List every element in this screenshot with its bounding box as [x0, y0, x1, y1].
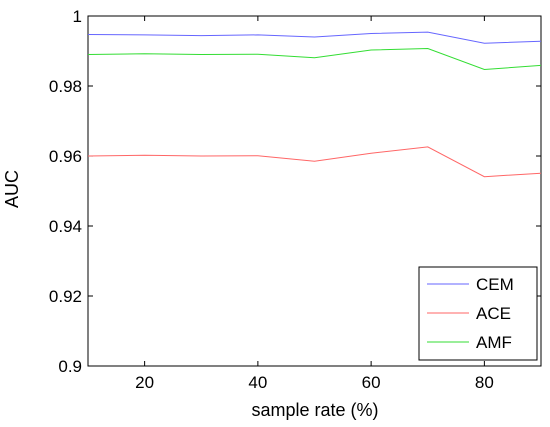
y-tick-label-5: 1 [73, 7, 82, 26]
legend-label-cem: CEM [476, 275, 514, 294]
y-axis-label: AUC [2, 170, 22, 208]
x-tick-label-80: 80 [475, 373, 494, 392]
tick-marks [88, 15, 541, 367]
series-lines [87, 31, 542, 178]
series-line-amf [87, 47, 542, 71]
legend-label-amf: AMF [476, 333, 512, 352]
y-tick-label-2: 0.94 [49, 217, 82, 236]
x-tick-label-60: 60 [362, 373, 381, 392]
x-tick-label-40: 40 [248, 373, 267, 392]
y-tick-label-1: 0.92 [49, 287, 82, 306]
y-tick-label-4: 0.98 [49, 77, 82, 96]
x-tick-label-20: 20 [135, 373, 154, 392]
x-axis-label: sample rate (%) [251, 400, 378, 420]
series-line-ace [87, 146, 542, 178]
y-tick-label-0: 0.9 [58, 357, 82, 376]
legend: CEM ACE AMF [418, 266, 538, 361]
y-tick-label-3: 0.96 [49, 147, 82, 166]
tick-labels: 20 40 60 80 0.9 0.92 0.94 0.96 0.98 1 [49, 7, 494, 392]
series-line-cem [87, 31, 542, 44]
legend-label-ace: ACE [476, 304, 511, 323]
